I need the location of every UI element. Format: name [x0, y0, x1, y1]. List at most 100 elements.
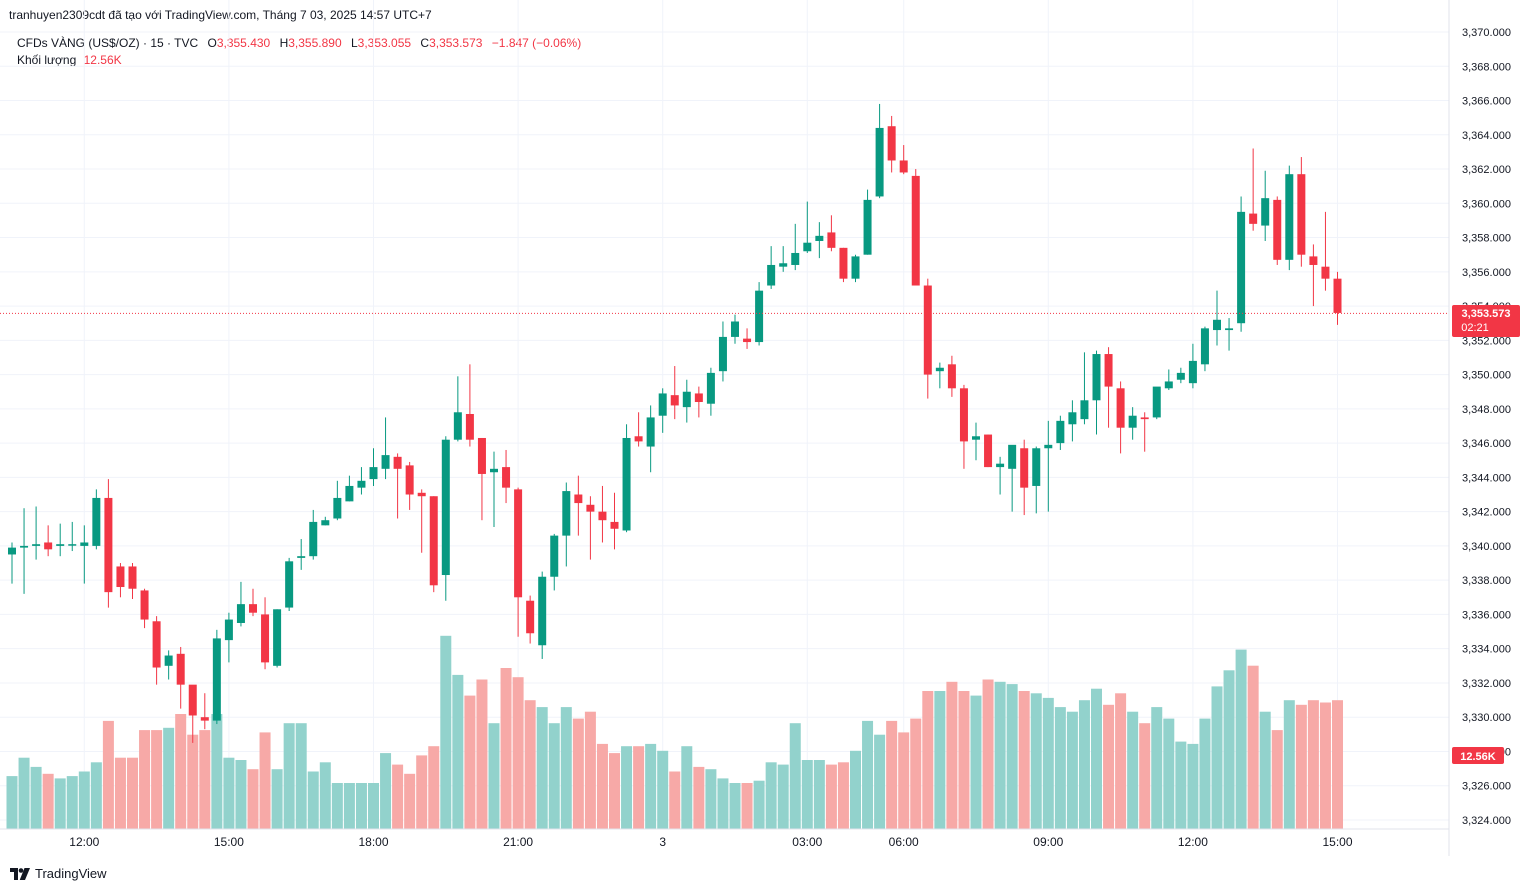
volume-bar: [283, 723, 295, 829]
volume-bar: [777, 764, 789, 829]
candle-body: [658, 393, 667, 416]
volume-tag-value: 12.56K: [1460, 751, 1496, 763]
price-axis: 3,370.000 3,368.000 3,366.000 3,364.000 3,36…: [1462, 27, 1511, 827]
volume-bar: [609, 753, 620, 829]
candle-body: [827, 232, 836, 248]
candle-body: [1056, 420, 1065, 444]
volume-bar: [452, 674, 464, 829]
price-tick-label: 3,346.000: [1462, 438, 1511, 450]
candle-body: [923, 285, 932, 375]
candle-body: [574, 494, 583, 504]
volume-bar: [1283, 700, 1295, 829]
candle-body: [44, 542, 53, 550]
candle-body: [224, 619, 233, 641]
price-tick-label: 3,332.000: [1462, 678, 1511, 690]
volume-bar: [1151, 707, 1163, 829]
volume-bar: [934, 691, 946, 829]
price-tick-label: 3,350.000: [1462, 370, 1511, 382]
volume-bar: [1175, 741, 1187, 829]
candle-body: [996, 463, 1005, 468]
volume-bar: [982, 679, 994, 829]
legend-volume-value: 12.56K: [83, 53, 122, 67]
candle-body: [526, 600, 535, 634]
volume-bar: [211, 714, 223, 829]
volume-bar: [1030, 693, 1042, 829]
candle-body: [1164, 381, 1173, 389]
volume-bar: [54, 778, 66, 829]
last-price-tag-countdown: 02:21: [1461, 322, 1489, 334]
volume-bar: [1295, 704, 1307, 829]
legend-close-value: 3,353.573: [429, 36, 483, 50]
volume-bar: [645, 743, 657, 829]
last-price-tag-value: 3,353.573: [1462, 308, 1511, 320]
volume-bar: [994, 681, 1006, 829]
tradingview-logo-icon: [10, 867, 30, 880]
volume-bar: [910, 718, 922, 829]
legend-volume-label[interactable]: Khối lượng: [17, 53, 77, 67]
volume-bar: [512, 677, 524, 829]
candle-body: [694, 393, 703, 403]
price-tick-label: 3,342.000: [1462, 507, 1511, 519]
candle-body: [767, 264, 776, 286]
volume-bar: [669, 771, 681, 829]
volume-bar: [18, 757, 30, 829]
volume-tag: 12.56K: [1452, 747, 1504, 764]
volume-bar: [572, 718, 584, 829]
volume-bar: [560, 707, 572, 829]
candle-body: [1092, 354, 1101, 401]
volume-bar: [30, 766, 42, 829]
volume-bar: [850, 750, 861, 829]
legend-symbol[interactable]: CFDs VÀNG (US$/OZ) · 15 · TVC: [17, 36, 199, 50]
volume-bar: [259, 732, 271, 829]
candle-body: [345, 485, 354, 502]
volume-bar: [1018, 691, 1030, 829]
price-tick-label: 3,326.000: [1462, 781, 1511, 793]
candle-body: [514, 489, 523, 598]
candle-body: [128, 566, 137, 589]
candle-body: [779, 263, 788, 267]
candle-body: [1104, 354, 1113, 387]
volume-bar: [488, 723, 500, 829]
volume-bar: [127, 757, 138, 829]
volume-bar: [524, 700, 536, 829]
price-tick-label: 3,344.000: [1462, 472, 1511, 484]
legend-open-value: 3,355.430: [216, 36, 271, 50]
price-tick-label: 3,368.000: [1462, 61, 1511, 73]
candle-body: [959, 388, 968, 442]
volume-bar: [139, 730, 151, 829]
volume-bar: [789, 723, 801, 829]
time-tick-label: 06:00: [889, 835, 919, 849]
volume-bar: [187, 734, 199, 829]
candle-body: [176, 653, 185, 685]
author-caption: tranhuyen2309cdt đã tạo với TradingView.…: [9, 8, 432, 22]
legend-volume-row: Khối lượng 12.56K: [17, 52, 581, 69]
volume-bar: [1187, 743, 1199, 829]
volume-bar: [1066, 711, 1078, 829]
candle-body: [1032, 448, 1041, 486]
candle-body: [947, 364, 956, 389]
tradingview-logo[interactable]: TradingView: [10, 866, 107, 881]
volume-bar: [801, 760, 813, 829]
candle-body: [1116, 388, 1125, 428]
candle-body: [1225, 328, 1234, 331]
volume-bar: [102, 720, 114, 829]
candle-body: [20, 545, 29, 548]
volume-bar: [440, 635, 452, 829]
volume-bar: [693, 766, 705, 829]
last-price-tag: 3,353.573 02:21: [1452, 305, 1520, 337]
volume-bar: [319, 762, 331, 829]
volume-bar: [416, 755, 428, 829]
price-tick-label: 3,324.000: [1462, 815, 1511, 827]
volume-bar: [886, 720, 898, 829]
volume-bar: [741, 783, 753, 829]
candle-body: [8, 547, 16, 555]
candle-body: [598, 511, 607, 521]
candle-body: [309, 521, 318, 557]
volume-bar: [970, 695, 982, 829]
candle-body: [1188, 360, 1197, 384]
volume-bar: [1223, 670, 1235, 829]
candle-body: [791, 252, 800, 265]
candle-body: [622, 437, 631, 531]
time-tick-label: 12:00: [69, 835, 99, 849]
